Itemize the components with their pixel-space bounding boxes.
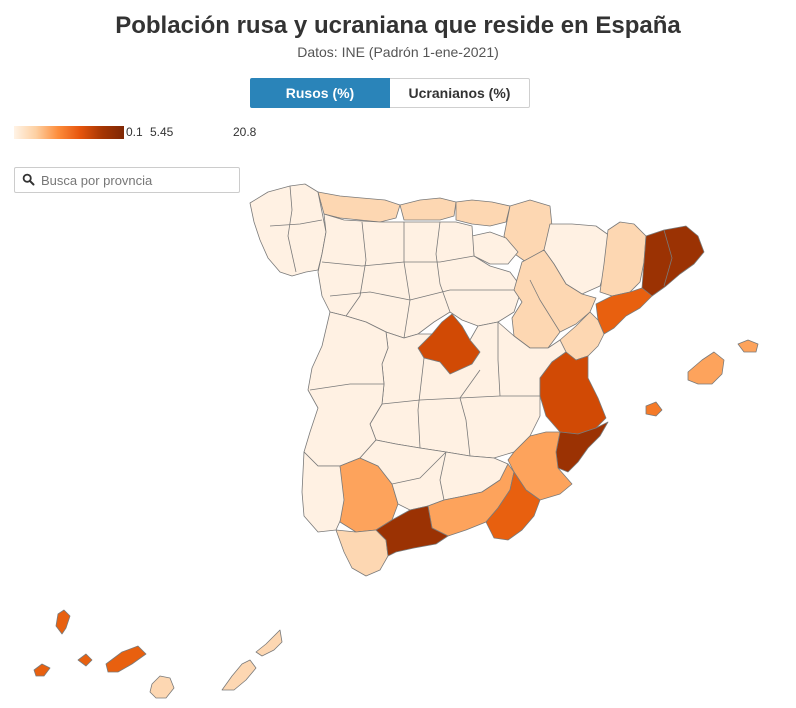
region-malaga[interactable] xyxy=(375,505,449,557)
region-la-gomera[interactable] xyxy=(77,653,93,667)
province-search xyxy=(14,167,240,193)
region-mallorca[interactable] xyxy=(687,351,725,385)
region-castilla-leon[interactable] xyxy=(317,213,523,339)
legend-mid-label: 5.45 xyxy=(150,125,174,139)
search-icon xyxy=(22,173,35,186)
indicator-toggle: Rusos (%) Ucranianos (%) xyxy=(250,78,530,108)
province-borders xyxy=(269,185,673,501)
legend-max-label: 20.8 xyxy=(233,125,257,139)
page-title: Población rusa y ucraniana que reside en… xyxy=(115,12,681,39)
region-galicia[interactable] xyxy=(249,183,327,277)
tab-rusos[interactable]: Rusos (%) xyxy=(250,78,390,108)
region-el-hierro[interactable] xyxy=(33,663,51,677)
region-pais-vasco[interactable] xyxy=(455,199,511,227)
page-subtitle: Datos: INE (Padrón 1-ene-2021) xyxy=(297,44,499,60)
region-cadiz[interactable] xyxy=(335,529,389,577)
region-barcelona-girona[interactable] xyxy=(641,225,705,297)
region-almeria[interactable] xyxy=(485,471,541,541)
region-tarragona[interactable] xyxy=(595,287,653,335)
legend-color-ramp xyxy=(14,126,124,139)
region-lleida[interactable] xyxy=(599,221,647,297)
tab-ucranianos[interactable]: Ucranianos (%) xyxy=(390,78,530,108)
region-ibiza[interactable] xyxy=(645,401,663,417)
region-asturias[interactable] xyxy=(317,191,401,223)
search-input[interactable] xyxy=(39,170,238,190)
region-fuerteventura[interactable] xyxy=(221,659,257,691)
region-menorca[interactable] xyxy=(737,339,759,353)
region-cantabria[interactable] xyxy=(399,197,457,221)
region-valencia[interactable] xyxy=(539,351,607,435)
region-lanzarote[interactable] xyxy=(255,629,283,657)
region-gran-canaria[interactable] xyxy=(149,675,175,699)
region-la-palma[interactable] xyxy=(55,609,71,635)
legend-min-label: 0.1 xyxy=(126,125,143,139)
region-zaragoza-teruel[interactable] xyxy=(511,249,597,349)
region-tenerife[interactable] xyxy=(105,645,147,673)
